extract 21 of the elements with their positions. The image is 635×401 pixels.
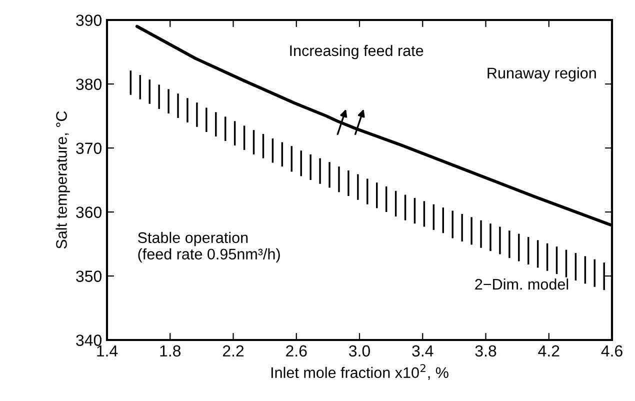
series-label: 2−Dim. model bbox=[475, 278, 568, 290]
y-tick-label: 360 bbox=[76, 206, 102, 218]
y-axis-title: Salt temperature, °C bbox=[56, 111, 70, 249]
x-tick-label: 1.8 bbox=[160, 345, 181, 357]
x-tick-label: 2.6 bbox=[286, 345, 307, 357]
x-tick-label: 3.0 bbox=[349, 345, 370, 357]
x-tick-label: 4.2 bbox=[538, 345, 560, 356]
x-tick-label: 2.2 bbox=[222, 345, 244, 356]
annotation: Stable operation (feed rate 0.95nm³/h) bbox=[138, 232, 280, 263]
y-tick-label: 370 bbox=[76, 142, 102, 154]
y-tick-label: 390 bbox=[76, 14, 102, 26]
x-tick-label: 1.4 bbox=[97, 345, 118, 356]
y-tick-label: 380 bbox=[76, 78, 102, 90]
x-axis-title: Inlet mole fraction x10$^{2}$, % bbox=[271, 364, 448, 380]
annotation: Increasing feed rate bbox=[290, 44, 424, 60]
x-tick-label: 4.6 bbox=[601, 345, 622, 357]
x-tick-label: 3.8 bbox=[475, 345, 496, 357]
y-tick-label: 350 bbox=[76, 270, 102, 282]
annotation: Runaway region bbox=[488, 67, 596, 82]
y-tick-label: 340 bbox=[76, 334, 102, 346]
x-tick-label: 3.4 bbox=[412, 345, 434, 357]
